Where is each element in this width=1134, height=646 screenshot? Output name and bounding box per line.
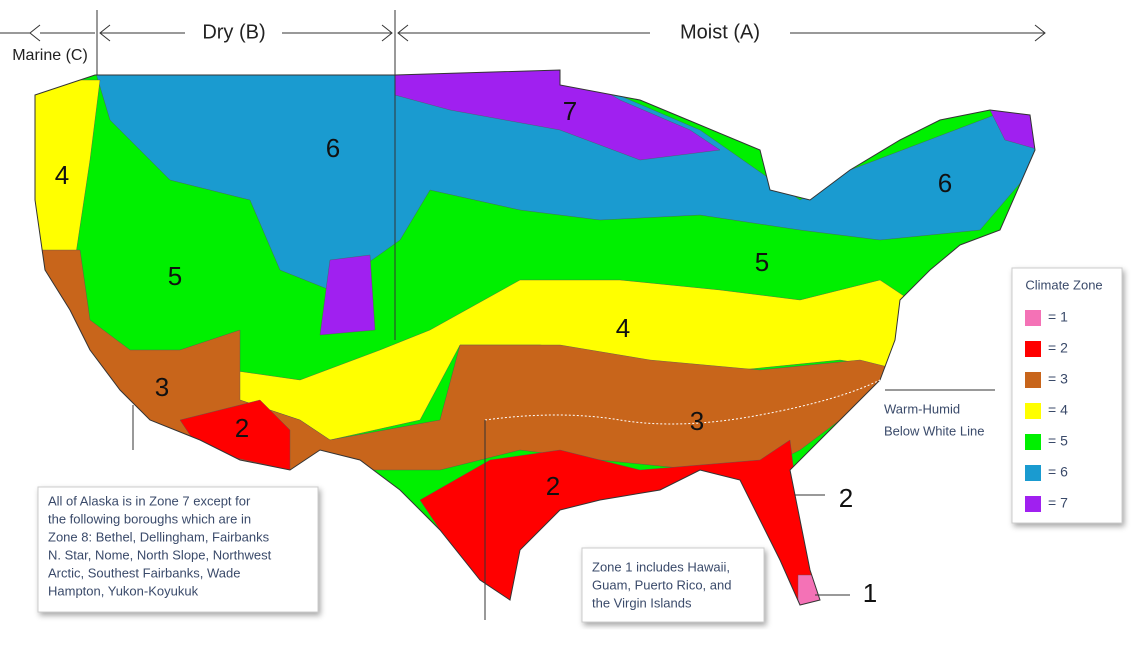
legend-label: = 1 xyxy=(1048,309,1068,325)
notes: All of Alaska is in Zone 7 except for the… xyxy=(48,493,731,610)
annotation-line: Warm-Humid xyxy=(884,401,960,416)
zone-label: 2 xyxy=(839,483,853,513)
zone-label: 4 xyxy=(616,313,630,343)
zone-label: 2 xyxy=(546,471,560,501)
zone-label: 3 xyxy=(690,406,704,436)
legend-label: = 5 xyxy=(1048,433,1068,449)
legend-swatch xyxy=(1025,496,1041,512)
legend-swatch xyxy=(1025,403,1041,419)
legend-box xyxy=(1011,267,1123,524)
legend-label: = 7 xyxy=(1048,495,1068,511)
legend-swatch xyxy=(1025,310,1041,326)
zone-labels: 4 5 6 7 6 5 4 3 3 2 2 2 1 xyxy=(55,96,952,608)
legend-items: = 1 = 2 = 3 = 4 = 5 = 6 = 7 xyxy=(1025,309,1068,512)
zone-label: 5 xyxy=(755,247,769,277)
zone-label: 7 xyxy=(563,96,577,126)
legend-swatch xyxy=(1025,372,1041,388)
legend-label: = 2 xyxy=(1048,340,1068,356)
moist-label: Moist (A) xyxy=(680,21,760,43)
marine-label: Marine (C) xyxy=(12,47,88,64)
legend-label: = 4 xyxy=(1048,402,1068,418)
zone1-note-box xyxy=(581,547,765,623)
zone-label: 6 xyxy=(326,133,340,163)
warm-humid-line xyxy=(484,379,881,425)
alaska-note-box xyxy=(37,486,319,613)
legend-swatch xyxy=(1025,465,1041,481)
legend-label: = 6 xyxy=(1048,464,1068,480)
alaska-note-line: Hampton, Yukon-Koyukuk xyxy=(48,583,199,598)
legend-label: = 3 xyxy=(1048,371,1068,387)
alaska-note-line: Arctic, Southest Fairbanks, Wade xyxy=(48,565,240,580)
zone-label: 4 xyxy=(55,160,69,190)
zone-7-region xyxy=(319,254,376,336)
legend-swatch xyxy=(1025,434,1041,450)
zone1-note-line: Guam, Puerto Rico, and xyxy=(592,577,731,592)
dry-label: Dry (B) xyxy=(202,21,265,43)
map-outline xyxy=(34,69,1036,606)
alaska-note-line: Zone 8: Bethel, Dellingham, Fairbanks xyxy=(48,529,270,544)
legend: Climate Zone = 1 = 2 = 3 = 4 = 5 = 6 = 7 xyxy=(1011,267,1123,524)
region-dividers xyxy=(0,10,1046,620)
legend-swatch xyxy=(1025,341,1041,357)
alaska-note-line: All of Alaska is in Zone 7 except for xyxy=(48,493,251,508)
zone-label: 1 xyxy=(863,578,877,608)
zone-label: 6 xyxy=(938,168,952,198)
annotation-line: Below White Line xyxy=(884,423,984,438)
annotation: Warm-Humid Below White Line xyxy=(884,401,984,438)
alaska-note-line: N. Star, Nome, North Slope, Northwest xyxy=(48,547,272,562)
legend-title: Climate Zone xyxy=(1025,277,1102,292)
zone-label: 2 xyxy=(235,413,249,443)
zone1-note-line: the Virgin Islands xyxy=(592,595,692,610)
zone-label: 5 xyxy=(168,261,182,291)
alaska-note-line: the following boroughs which are in xyxy=(48,511,251,526)
zone-label: 3 xyxy=(155,372,169,402)
zone1-note-line: Zone 1 includes Hawaii, xyxy=(592,559,730,574)
